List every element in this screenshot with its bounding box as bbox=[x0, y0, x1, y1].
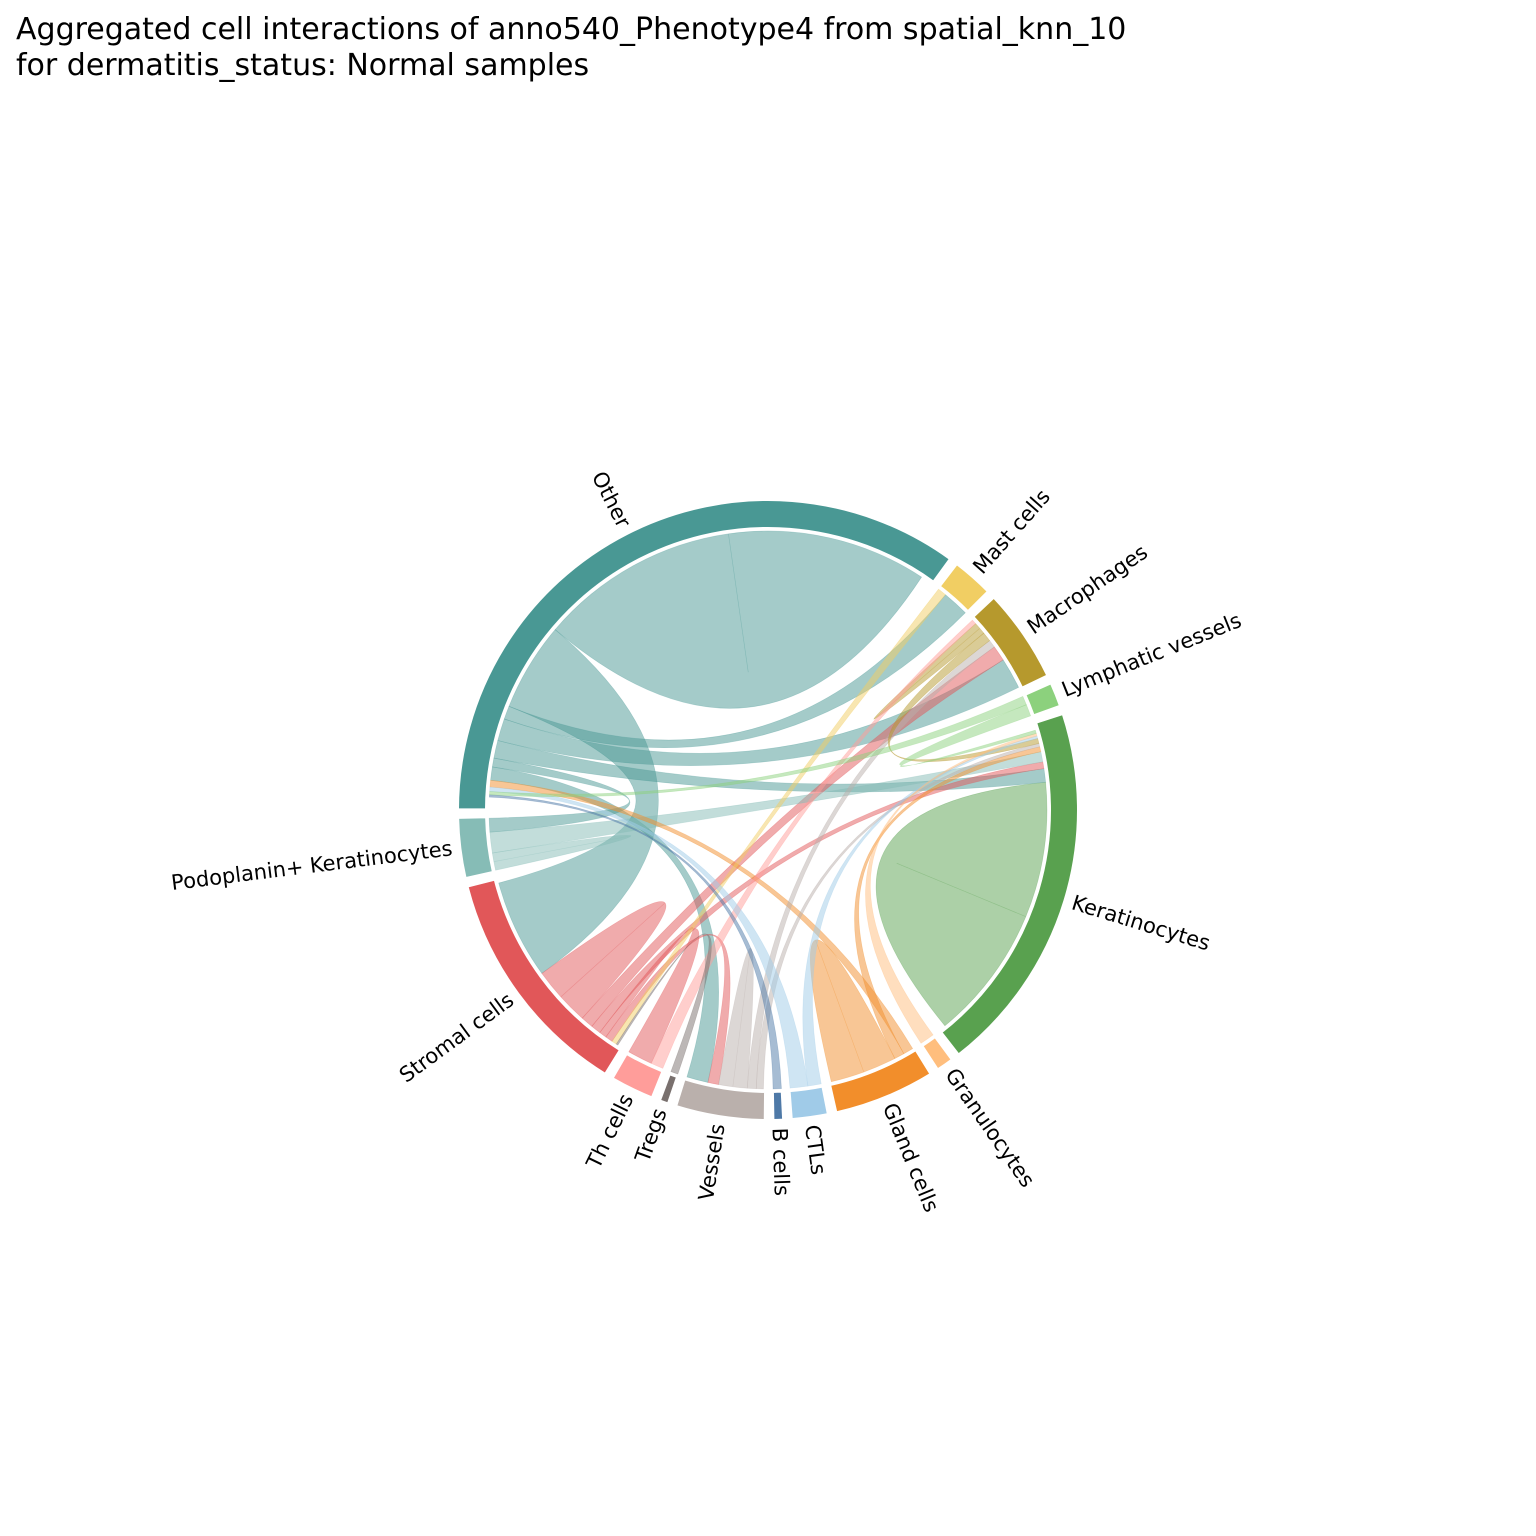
ribbon-podoplanin-keratinocytes-to-podoplanin-keratinocytes bbox=[491, 834, 632, 871]
chart-title-line-1: Aggregated cell interactions of anno540_… bbox=[16, 12, 1127, 47]
segment-arc-granulocytes bbox=[921, 1035, 954, 1071]
ribbon-stromal-cells-to-stromal-cells bbox=[541, 901, 667, 1019]
segment-arc-layer bbox=[456, 499, 1079, 1121]
segment-arc-tregs bbox=[658, 1073, 679, 1105]
segment-arc-mast-cells bbox=[938, 562, 990, 613]
segment-arc-podoplanin-keratinocytes bbox=[457, 816, 495, 880]
segment-arc-vessels bbox=[674, 1078, 767, 1121]
ribbon-vessels-to-vessels bbox=[718, 947, 754, 1089]
ribbon-ctls-to-other bbox=[489, 786, 809, 1089]
ribbon-other-to-mast-cells bbox=[503, 594, 966, 748]
segment-arc-keratinocytes bbox=[940, 712, 1079, 1056]
segment-label-podoplanin-keratinocytes: Podoplanin+ Keratinocytes bbox=[170, 836, 454, 895]
segment-arc-th-cells bbox=[611, 1052, 664, 1099]
ribbon-b-cells-to-other bbox=[488, 794, 782, 1090]
segment-label-other: Other bbox=[587, 468, 636, 532]
segment-label-gland-cells: Gland cells bbox=[878, 1100, 944, 1216]
segment-arc-b-cells bbox=[771, 1090, 785, 1121]
segment-label-th-cells: Th cells bbox=[581, 1090, 638, 1173]
segment-arc-lymphatic-vessels bbox=[1024, 681, 1062, 717]
segment-label-vessels: Vessels bbox=[694, 1122, 730, 1202]
ribbon-keratinocytes-to-keratinocytes bbox=[875, 781, 1048, 1027]
ribbon-podoplanin-keratinocytes-to-keratinocytes bbox=[489, 751, 1044, 854]
chart-title-line-2: for dermatitis_status: Normal samples bbox=[16, 48, 590, 83]
ribbon-lymphatic-vessels-to-keratinocytes bbox=[899, 704, 1037, 768]
segment-label-stromal-cells: Stromal cells bbox=[395, 988, 518, 1088]
segment-label-mast-cells: Mast cells bbox=[968, 485, 1055, 579]
segment-label-b-cells: B cells bbox=[768, 1127, 794, 1196]
ribbon-macrophages-to-keratinocytes bbox=[887, 632, 1040, 762]
ribbon-ctls-to-keratinocytes bbox=[802, 735, 1039, 1087]
ribbon-gland-cells-to-keratinocytes bbox=[854, 746, 1042, 1059]
ribbon-lymphatic-vessels-to-other bbox=[489, 695, 1027, 798]
ribbon-gland-cells-to-other bbox=[489, 779, 914, 1055]
segment-arc-ctls bbox=[788, 1085, 830, 1121]
segment-arc-stromal-cells bbox=[466, 878, 622, 1076]
chart-title: Aggregated cell interactions of anno540_… bbox=[16, 12, 1126, 84]
ribbon-other-to-keratinocytes bbox=[493, 740, 1046, 793]
ribbon-layer bbox=[488, 530, 1048, 1090]
segment-label-ctls: CTLs bbox=[800, 1123, 831, 1176]
segment-label-keratinocytes: Keratinocytes bbox=[1069, 891, 1213, 956]
ribbon-tregs-to-stromal-cells bbox=[615, 933, 712, 1075]
segment-arc-macrophages bbox=[972, 596, 1049, 689]
segment-arc-gland-cells bbox=[828, 1048, 932, 1114]
segment-arc-other bbox=[456, 499, 952, 811]
ribbon-other-to-other bbox=[554, 530, 923, 709]
segment-label-lymphatic-vessels: Lymphatic vessels bbox=[1058, 608, 1245, 702]
ribbon-granulocytes-to-keratinocytes bbox=[865, 733, 1038, 1044]
ribbon-stromal-cells-to-macrophages bbox=[581, 646, 1004, 1027]
ribbon-th-cells-to-macrophages bbox=[650, 619, 977, 1069]
segment-label-tregs: Tregs bbox=[630, 1105, 671, 1166]
segment-label-granulocytes: Granulocytes bbox=[940, 1064, 1039, 1192]
segment-label-macrophages: Macrophages bbox=[1023, 540, 1152, 639]
